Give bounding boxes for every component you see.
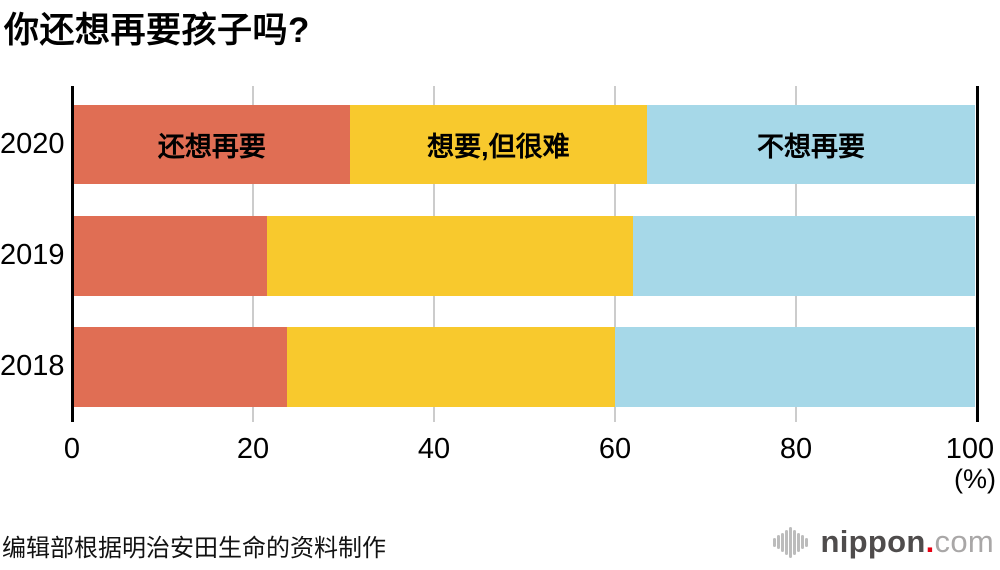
logo-text: nippon.com [821, 524, 994, 560]
x-tick-label: 40 [417, 433, 451, 465]
x-tick-label: 0 [63, 433, 81, 465]
logo-text-dot: . [925, 524, 935, 559]
bar-row-2020: 还想再要 想要,但很难 不想再要 [74, 105, 975, 184]
bar-segment [74, 327, 287, 407]
x-tick-label: 60 [598, 433, 632, 465]
bar-segment: 想要,但很难 [349, 105, 648, 184]
bar-segment: 不想再要 [647, 105, 975, 184]
axis-line [70, 86, 74, 422]
axis-line [975, 86, 979, 422]
bar-segment [615, 327, 975, 407]
segment-label: 不想再要 [757, 132, 865, 162]
bar-segment: 还想再要 [74, 105, 350, 184]
segment-label: 还想再要 [157, 132, 266, 162]
bar-segment [632, 216, 975, 296]
bar-segment [286, 327, 616, 407]
logo-text-suffix: com [934, 524, 994, 559]
x-tick-label: 80 [779, 433, 813, 465]
nippon-logo: nippon.com [773, 524, 994, 560]
year-label: 2018 [0, 350, 65, 382]
year-label: 2019 [0, 239, 65, 271]
x-tick-label: 100 [945, 433, 995, 465]
bar-row-2018 [74, 327, 975, 407]
logo-text-main: nippon [820, 524, 926, 559]
bar-row-2019 [74, 216, 975, 296]
segment-label: 想要,但很难 [427, 132, 570, 162]
percent-unit-label: (%) [954, 464, 996, 494]
chart-title: 你还想再要孩子吗? [4, 11, 310, 50]
sound-bars-icon [773, 524, 808, 560]
year-label: 2020 [0, 127, 65, 160]
x-tick-label: 20 [236, 433, 270, 465]
source-note: 编辑部根据明治安田生命的资料制作 [2, 535, 386, 562]
bar-segment [266, 216, 633, 296]
bar-segment [74, 216, 267, 296]
